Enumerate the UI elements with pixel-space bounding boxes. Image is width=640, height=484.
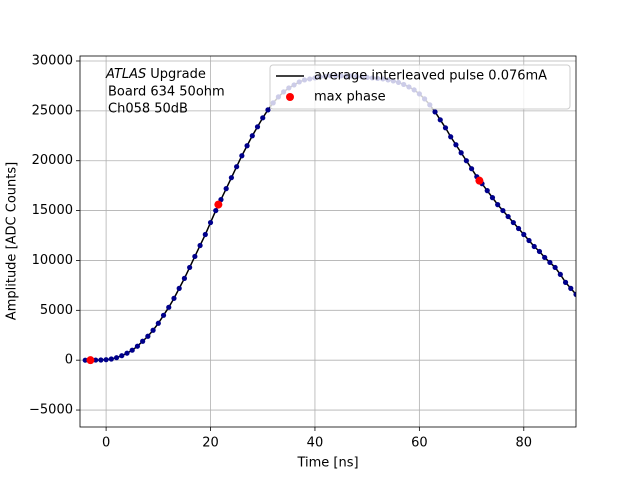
point bbox=[249, 133, 255, 139]
point bbox=[260, 115, 266, 121]
point bbox=[515, 225, 522, 232]
x-tick-label: 0 bbox=[102, 436, 110, 451]
point bbox=[228, 175, 235, 181]
point bbox=[187, 264, 193, 271]
point bbox=[214, 200, 223, 209]
y-tick-label: 0 bbox=[65, 353, 73, 368]
x-axis-label: Time [ns] bbox=[296, 456, 358, 471]
point bbox=[254, 124, 261, 130]
y-tick-label: 5000 bbox=[40, 303, 73, 318]
annotation-text: Upgrade bbox=[150, 67, 206, 82]
point bbox=[573, 291, 576, 297]
legend-swatch bbox=[286, 93, 294, 101]
point bbox=[113, 355, 120, 361]
point bbox=[171, 295, 177, 301]
point bbox=[119, 353, 125, 359]
point bbox=[103, 357, 109, 363]
legend-label: max phase bbox=[314, 90, 386, 105]
y-tick-label: 15000 bbox=[32, 203, 73, 218]
point bbox=[510, 219, 516, 226]
point bbox=[458, 150, 464, 156]
point bbox=[453, 142, 459, 148]
point bbox=[568, 285, 574, 291]
point bbox=[448, 134, 454, 140]
annotation: ATLAS Upgrade bbox=[105, 67, 206, 82]
point bbox=[181, 275, 188, 282]
point bbox=[86, 356, 95, 365]
point bbox=[505, 213, 511, 220]
point bbox=[552, 264, 558, 271]
y-tick-label: 10000 bbox=[32, 253, 73, 268]
annotation-italic: ATLAS bbox=[105, 67, 146, 82]
point bbox=[145, 333, 151, 339]
annotation: Board 634 50ohm bbox=[108, 85, 225, 100]
point bbox=[98, 357, 104, 363]
x-tick-label: 40 bbox=[307, 436, 324, 451]
legend-label: average interleaved pulse 0.076mA bbox=[314, 69, 547, 84]
y-tick-label: −5000 bbox=[29, 403, 73, 418]
point bbox=[192, 253, 198, 260]
point bbox=[207, 219, 214, 226]
point bbox=[176, 285, 182, 291]
x-tick-label: 20 bbox=[202, 436, 219, 451]
point bbox=[244, 143, 250, 149]
point bbox=[134, 343, 141, 349]
point bbox=[531, 243, 537, 250]
point bbox=[202, 231, 208, 238]
point bbox=[562, 279, 569, 285]
point bbox=[197, 242, 203, 249]
y-tick-label: 25000 bbox=[32, 103, 73, 118]
point bbox=[495, 201, 501, 208]
point bbox=[547, 259, 553, 266]
point bbox=[234, 164, 240, 170]
point bbox=[140, 338, 146, 344]
point bbox=[93, 357, 99, 363]
y-axis-label: Amplitude [ADC Counts] bbox=[5, 162, 20, 320]
legend-box bbox=[269, 64, 571, 110]
point bbox=[129, 347, 135, 353]
point bbox=[526, 237, 532, 244]
axes-frame bbox=[79, 55, 577, 428]
point bbox=[489, 195, 496, 201]
point bbox=[124, 350, 130, 356]
point bbox=[557, 271, 563, 278]
point bbox=[463, 158, 469, 164]
point bbox=[468, 166, 475, 172]
point bbox=[542, 254, 548, 261]
x-tick-label: 80 bbox=[516, 436, 533, 451]
point bbox=[223, 186, 229, 192]
point bbox=[500, 207, 506, 214]
point bbox=[166, 304, 172, 310]
point bbox=[108, 356, 114, 362]
point bbox=[475, 176, 484, 185]
point bbox=[82, 357, 88, 363]
point bbox=[213, 207, 219, 214]
x-tick-label: 60 bbox=[411, 436, 428, 451]
point bbox=[239, 153, 245, 159]
point bbox=[160, 312, 167, 318]
y-tick-label: 30000 bbox=[32, 53, 73, 68]
point bbox=[437, 117, 443, 123]
point bbox=[155, 320, 161, 326]
point bbox=[521, 231, 527, 238]
point bbox=[536, 248, 543, 255]
point bbox=[484, 188, 490, 194]
point bbox=[432, 109, 438, 115]
point bbox=[442, 125, 449, 131]
point bbox=[150, 327, 156, 333]
annotation: Ch058 50dB bbox=[108, 102, 188, 117]
y-tick-label: 20000 bbox=[32, 153, 73, 168]
point bbox=[265, 107, 271, 113]
